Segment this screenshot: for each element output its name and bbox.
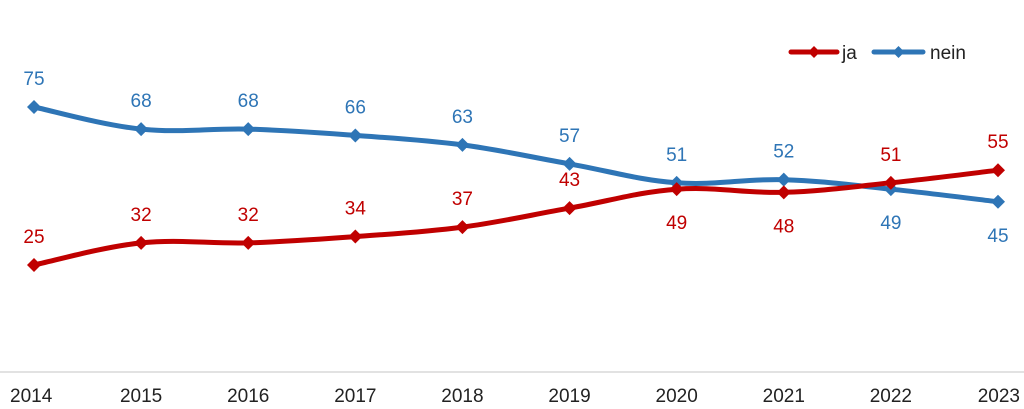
data-point-nein-2018 [455,137,470,152]
data-label-nein-2014: 75 [23,69,44,90]
data-label-ja-2018: 37 [452,189,473,210]
data-point-ja-2023 [991,163,1005,178]
data-point-ja-2021 [776,185,791,200]
data-point-ja-2022 [883,175,898,190]
data-label-ja-2014: 25 [23,227,44,248]
data-point-nein-2021 [776,172,791,187]
data-label-ja-2016: 32 [238,205,259,226]
data-point-nein-2017 [348,128,363,143]
legend-label-nein: nein [930,43,966,64]
data-label-layer: 25 32 32 34 37 43 49 48 51 55 75 68 68 66 63 57 51 52 49 45 [23,69,1008,248]
legend: ja nein [788,43,966,64]
x-tick-label-2022: 2022 [870,386,912,407]
series-line-nein [31,104,1001,205]
data-label-nein-2023: 45 [987,226,1008,247]
data-label-nein-2019: 57 [559,126,580,147]
data-label-ja-2020: 49 [666,213,687,234]
series-line-ja [31,167,1001,268]
data-label-ja-2023: 55 [987,132,1008,153]
data-point-nein-2023 [991,194,1005,209]
data-label-nein-2020: 51 [666,145,687,166]
data-point-nein-2019 [562,156,577,171]
data-point-ja-2018 [455,220,470,235]
data-label-nein-2015: 68 [131,91,152,112]
x-tick-layer: 2014 2015 2016 2017 2018 2019 2020 2021 2022 2023 [10,386,1020,407]
data-point-ja-2017 [348,229,363,244]
data-label-nein-2018: 63 [452,107,473,128]
x-tick-label-2021: 2021 [763,386,805,407]
data-point-nein-2014 [27,100,41,114]
data-label-nein-2017: 66 [345,97,366,118]
data-point-ja-2016 [241,235,256,250]
data-point-ja-2015 [134,235,149,250]
data-label-nein-2016: 68 [238,91,259,112]
legend-label-ja: ja [841,43,857,64]
series-layer [27,100,1005,272]
x-tick-label-2018: 2018 [441,386,483,407]
x-tick-label-2014: 2014 [10,386,53,407]
legend-marker-ja [808,46,820,58]
x-tick-label-2020: 2020 [656,386,698,407]
data-label-ja-2019: 43 [559,170,580,191]
x-tick-label-2015: 2015 [120,386,162,407]
data-point-ja-2019 [562,201,577,216]
x-tick-label-2016: 2016 [227,386,269,407]
data-label-nein-2021: 52 [773,142,794,163]
data-point-nein-2016 [241,122,256,137]
data-label-ja-2015: 32 [131,205,152,226]
x-tick-label-2019: 2019 [548,386,590,407]
x-tick-label-2017: 2017 [334,386,376,407]
data-point-nein-2015 [134,122,149,137]
data-label-ja-2022: 51 [880,145,901,166]
data-label-ja-2017: 34 [345,199,367,220]
x-tick-label-2023: 2023 [978,386,1020,407]
data-label-ja-2021: 48 [773,216,794,237]
data-point-ja-2020 [669,182,684,197]
data-point-ja-2014 [27,258,41,272]
legend-marker-nein [892,46,905,58]
data-label-nein-2022: 49 [880,213,901,234]
